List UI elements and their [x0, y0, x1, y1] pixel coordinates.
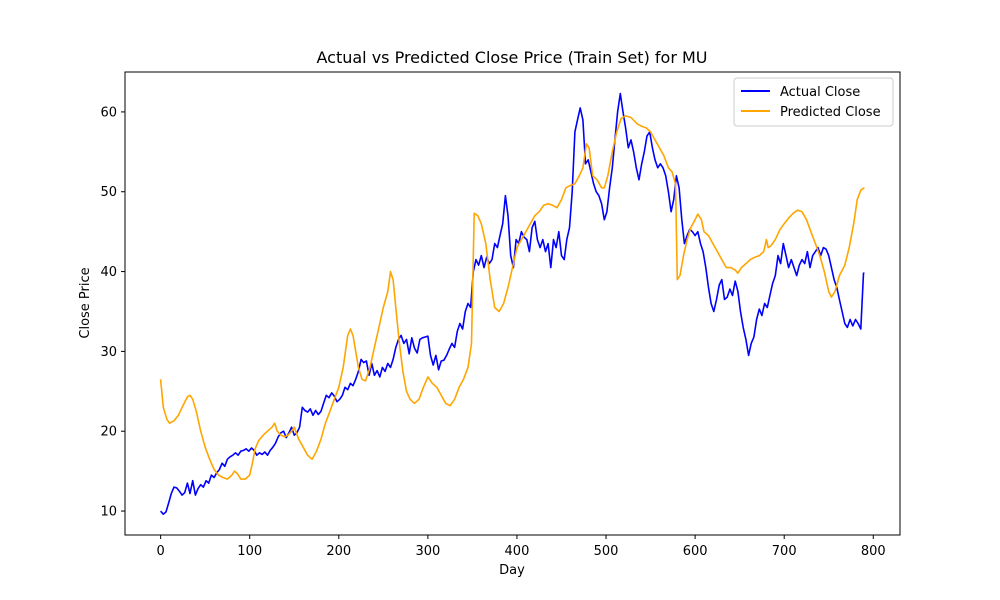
- x-tick-label: 200: [326, 544, 351, 559]
- x-tick-label: 600: [683, 544, 708, 559]
- y-tick-label: 60: [100, 105, 117, 120]
- x-tick-label: 0: [156, 544, 164, 559]
- y-tick-label: 30: [100, 345, 117, 360]
- x-tick-label: 100: [237, 544, 262, 559]
- x-tick-label: 800: [861, 544, 886, 559]
- y-axis-label: Close Price: [78, 267, 93, 338]
- legend-label-predicted-close: Predicted Close: [780, 105, 881, 120]
- y-axis: 10 20 30 40 50 60: [100, 105, 125, 520]
- x-axis-label: Day: [499, 563, 525, 578]
- series-line-actual-close: [159, 92, 865, 515]
- y-tick-label: 20: [100, 425, 117, 440]
- plot-frame: [124, 71, 901, 536]
- x-axis: 0 100 200 300 400 500 600 700 800: [156, 535, 886, 559]
- legend: Actual Close Predicted Close: [733, 77, 894, 127]
- y-tick-label: 40: [100, 265, 117, 280]
- legend-label-actual-close: Actual Close: [780, 85, 860, 100]
- x-tick-label: 300: [415, 544, 440, 559]
- x-tick-label: 400: [505, 544, 530, 559]
- legend-box: [733, 77, 894, 127]
- chart-title: Actual vs Predicted Close Price (Train S…: [316, 48, 707, 67]
- x-tick-label: 700: [772, 544, 797, 559]
- x-tick-label: 500: [594, 544, 619, 559]
- series-layer: [159, 92, 865, 515]
- y-tick-label: 50: [100, 185, 117, 200]
- y-tick-label: 10: [100, 505, 117, 520]
- series-line-predicted-close: [159, 115, 865, 480]
